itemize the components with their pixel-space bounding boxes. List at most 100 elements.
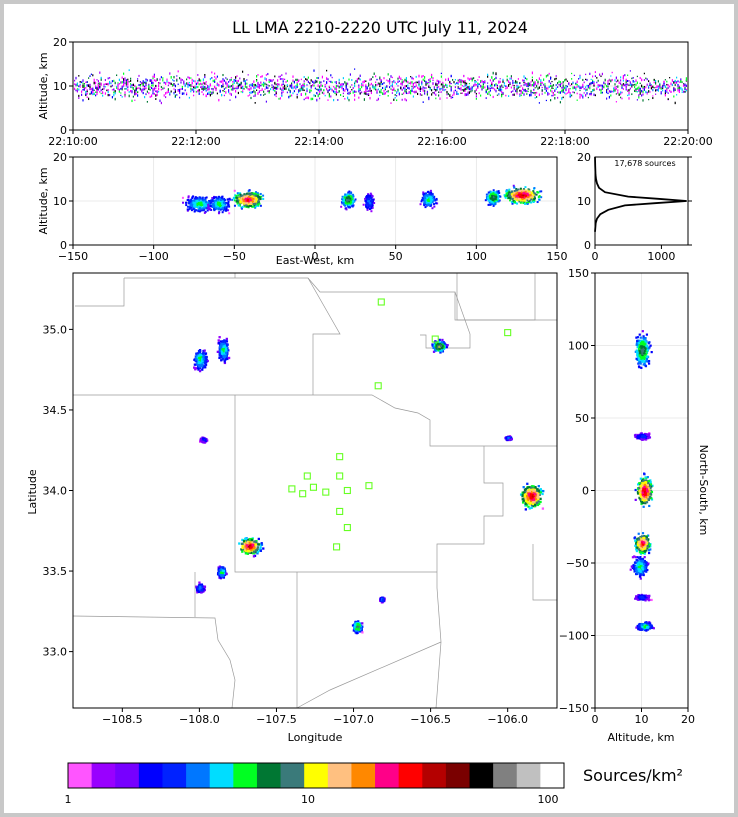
time-height-source	[440, 75, 442, 78]
altitude-histogram-line	[594, 156, 687, 232]
ew-height-source	[209, 202, 212, 205]
time-height-source	[309, 82, 311, 84]
time-height-source	[517, 85, 519, 88]
time-height-source	[257, 92, 259, 95]
time-height-source	[78, 88, 80, 91]
plan-view-source	[262, 547, 265, 550]
time-height-source	[291, 87, 293, 89]
time-height-source	[635, 83, 637, 86]
time-height-source	[404, 89, 406, 93]
ew-height-source	[247, 197, 250, 200]
time-height-source	[678, 91, 680, 94]
time-height-source	[608, 82, 610, 85]
time-height-source	[198, 92, 200, 95]
time-height-source	[400, 82, 402, 85]
time-height-source	[151, 79, 153, 82]
time-height-source	[513, 86, 515, 90]
ew-height-source	[512, 191, 515, 194]
time-height-source	[95, 81, 97, 85]
time-height-source	[533, 92, 535, 94]
time-height-source	[634, 85, 636, 89]
time-height-source	[148, 85, 150, 87]
time-height-source	[585, 78, 587, 81]
time-height-source	[544, 85, 546, 88]
time-height-source	[516, 88, 518, 91]
ew-height-source	[510, 193, 513, 196]
ew-height-source	[250, 201, 253, 204]
time-height-source	[111, 89, 113, 91]
ew-height-source	[260, 195, 263, 198]
time-height-source	[237, 79, 239, 83]
time-height-source	[452, 94, 454, 97]
time-height-source	[454, 83, 456, 85]
county-boundaries	[72, 273, 557, 709]
time-height-source	[244, 80, 246, 83]
time-height-source	[380, 88, 382, 91]
ew-height-source	[530, 201, 533, 204]
ew-height-source	[536, 201, 539, 204]
time-height-source	[99, 82, 101, 86]
time-height-source	[624, 74, 626, 77]
ew-height-source	[344, 193, 347, 196]
time-height-source	[288, 89, 290, 91]
time-height-source	[426, 93, 428, 96]
time-height-source	[173, 88, 175, 90]
time-height-source	[100, 83, 102, 86]
ew-height-source	[430, 191, 433, 194]
ew-height-source	[419, 203, 422, 206]
time-height-source	[306, 78, 308, 81]
time-height-source	[160, 86, 162, 88]
time-height-source	[554, 97, 556, 100]
time-height-source	[634, 83, 636, 86]
ew-height-source	[433, 205, 436, 208]
time-height-source	[347, 89, 349, 92]
time-height-source	[578, 78, 580, 80]
time-height-source	[375, 87, 377, 89]
time-height-source	[151, 82, 153, 85]
time-height-source	[235, 95, 237, 99]
time-height-source	[247, 95, 249, 97]
time-height-source	[338, 85, 340, 89]
plan-view-source	[199, 439, 202, 443]
ew-height-source	[237, 194, 240, 197]
time-height-source	[666, 80, 668, 83]
time-height-source	[299, 88, 301, 91]
time-height-source	[368, 84, 370, 87]
ew-height-source	[247, 194, 250, 197]
time-height-source	[550, 82, 552, 85]
time-height-source	[397, 81, 399, 83]
time-height-source	[205, 94, 207, 97]
time-height-source	[471, 77, 473, 80]
time-height-source	[379, 82, 381, 86]
time-height-source	[614, 89, 616, 92]
time-height-sources	[72, 42, 689, 130]
time-height-source	[589, 72, 591, 75]
time-height-source	[478, 92, 480, 95]
ew-height-source	[521, 191, 524, 194]
time-height-source	[127, 82, 129, 85]
ew-height-source	[246, 202, 249, 205]
ew-height-source	[513, 198, 516, 201]
time-height-source	[365, 87, 367, 91]
ew-height-source	[429, 193, 432, 196]
ew-height-source	[185, 204, 188, 207]
time-height-source	[86, 92, 88, 95]
time-height-source	[622, 88, 624, 90]
time-height-source	[513, 93, 515, 96]
ew-height-source	[493, 200, 496, 203]
time-height-source	[394, 89, 396, 92]
time-height-source	[526, 83, 528, 85]
time-height-source	[335, 85, 337, 88]
time-height-source	[323, 88, 325, 92]
time-height-source	[120, 81, 122, 84]
plan-view-source	[219, 346, 222, 349]
ew-height-source	[528, 192, 531, 195]
time-height-source	[468, 87, 470, 91]
time-height-source	[565, 88, 567, 92]
time-height-source	[263, 84, 265, 87]
time-height-source	[600, 91, 602, 94]
time-height-source	[383, 82, 385, 84]
ew-height-source	[433, 195, 436, 198]
time-height-source	[463, 74, 465, 78]
